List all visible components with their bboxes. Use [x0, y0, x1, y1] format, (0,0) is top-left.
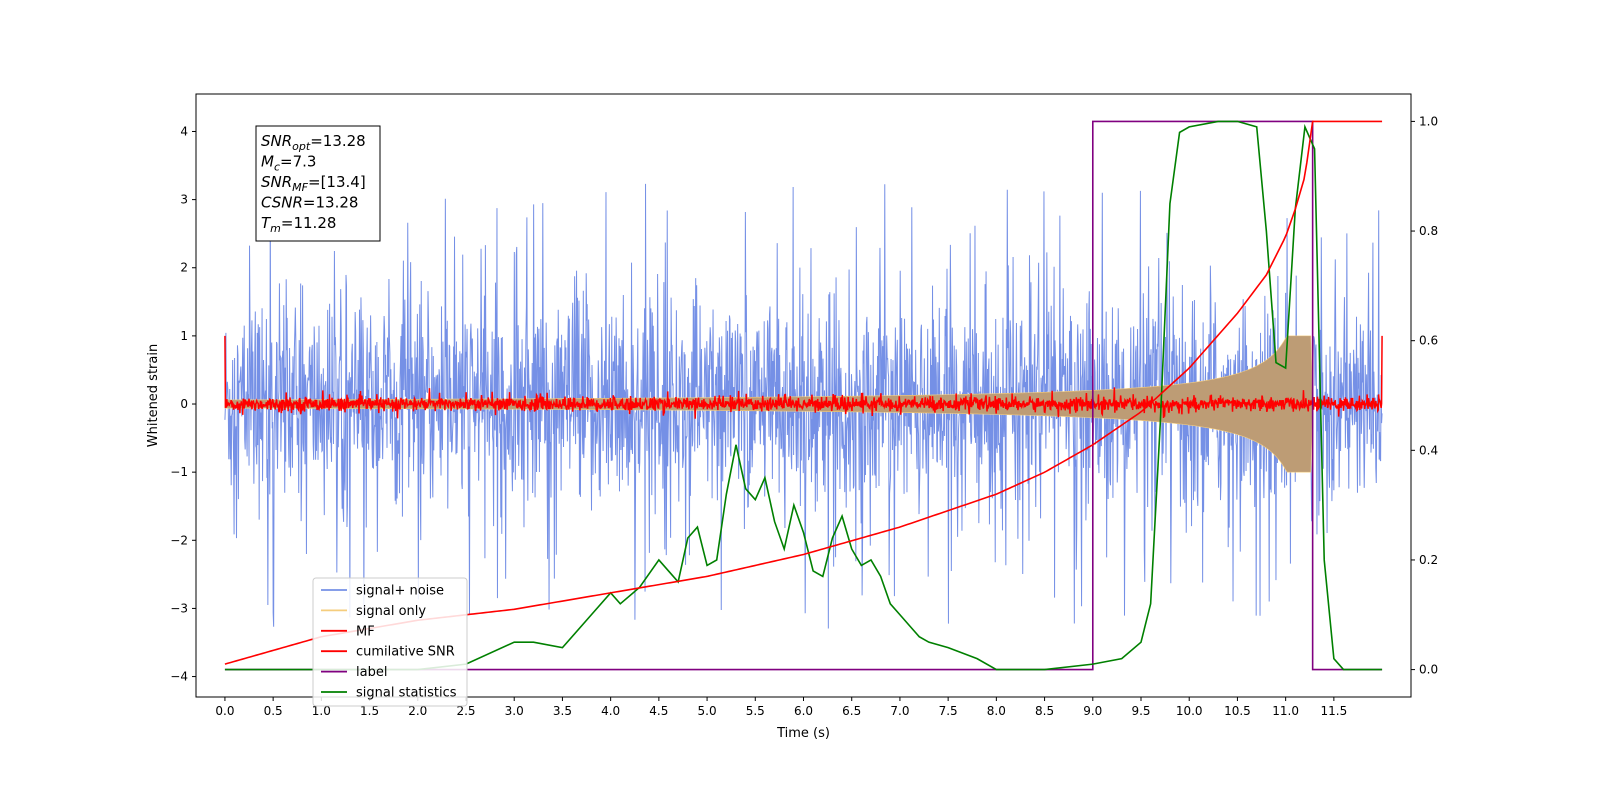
legend-entry: label — [356, 665, 387, 680]
y-tick-label-left: −4 — [170, 670, 188, 684]
legend-entry: signal statistics — [356, 686, 457, 701]
annotation-value: =[13.4] — [308, 173, 366, 191]
x-tick-label: 0.5 — [264, 704, 283, 718]
x-tick-label: 2.0 — [408, 704, 427, 718]
annotation-subscript: opt — [292, 140, 311, 153]
y-tick-label-left: 4 — [180, 124, 188, 138]
annotation-line: SNRopt=13.28 — [261, 132, 366, 153]
x-tick-label: 7.5 — [939, 704, 958, 718]
legend: signal+ noise signal only MF cumilative SNR… — [312, 577, 468, 707]
annotation-subscript: c — [274, 161, 280, 174]
annotation-subscript: m — [270, 222, 281, 235]
legend-entry: signal only — [356, 604, 426, 619]
x-axis: 0.0 0.5 1.0 1.5 2.0 2.5 3.0 3.5 4.0 4.5 5.0 5.5 6.0 6… — [215, 697, 1347, 718]
x-tick-label: 9.5 — [1131, 704, 1150, 718]
legend-entry: MF — [356, 624, 375, 639]
y-tick-label-right: 0.0 — [1419, 663, 1438, 677]
y-tick-label-left: 1 — [180, 329, 188, 343]
y-tick-label-left: −2 — [170, 533, 188, 547]
series-label — [224, 120, 1383, 671]
x-axis-label: Time (s) — [776, 726, 830, 741]
y-tick-label-right: 0.4 — [1419, 443, 1438, 457]
y-tick-label-left: 2 — [180, 261, 188, 275]
y-axis-label: Whitened strain — [146, 344, 161, 447]
series-signal-statistics — [224, 120, 1383, 671]
y-tick-label-left: 0 — [180, 397, 188, 411]
y-axis-right: 1.0 0.8 0.6 0.4 0.2 0.0 — [1411, 114, 1438, 677]
y-tick-label-left: −3 — [170, 601, 188, 615]
x-tick-label: 3.5 — [553, 704, 572, 718]
x-tick-label: 1.5 — [360, 704, 379, 718]
x-tick-label: 2.5 — [456, 704, 475, 718]
x-tick-label: 8.0 — [987, 704, 1006, 718]
x-tick-label: 9.0 — [1083, 704, 1102, 718]
x-tick-label: 0.0 — [215, 704, 234, 718]
y-tick-label-right: 0.2 — [1419, 553, 1438, 567]
x-tick-label: 1.0 — [312, 704, 331, 718]
annotation-symbol: SNR — [261, 132, 292, 150]
y-tick-label-left: 3 — [180, 193, 188, 207]
annotation-subscript: MF — [292, 181, 308, 194]
x-tick-label: 11.5 — [1320, 704, 1347, 718]
annotation-line: Tm=11.28 — [261, 214, 336, 235]
x-tick-label: 11.0 — [1272, 704, 1299, 718]
annotation-symbol: M — [261, 153, 274, 171]
annotation-value: =7.3 — [280, 153, 316, 171]
x-tick-label: 6.5 — [842, 704, 861, 718]
x-tick-label: 3.0 — [505, 704, 524, 718]
annotation-symbol: SNR — [261, 173, 292, 191]
annotation-value: =13.28 — [310, 132, 366, 150]
annotation-value: =13.28 — [303, 194, 359, 212]
annotation-symbol: T — [261, 214, 272, 232]
x-tick-label: 4.0 — [601, 704, 620, 718]
y-axis-left: 4 3 2 1 0 −1 −2 −3 −4 — [170, 124, 196, 684]
y-tick-label-right: 0.6 — [1419, 334, 1438, 348]
series-mf — [224, 335, 1383, 419]
x-tick-label: 10.5 — [1224, 704, 1251, 718]
legend-entry: signal+ noise — [356, 584, 444, 599]
y-tick-label-left: −1 — [170, 465, 188, 479]
x-tick-label: 5.5 — [746, 704, 765, 718]
x-tick-label: 8.5 — [1035, 704, 1054, 718]
y-tick-label-right: 0.8 — [1419, 224, 1438, 238]
x-tick-label: 6.0 — [794, 704, 813, 718]
legend-frame — [312, 577, 468, 707]
annotation-line: SNRMF=[13.4] — [261, 173, 366, 194]
annotation-box: SNRopt=13.28Mc=7.3SNRMF=[13.4]CSNR=13.28… — [255, 125, 381, 242]
legend-entry: cumilative SNR — [356, 645, 455, 660]
y-tick-label-right: 1.0 — [1419, 114, 1438, 128]
annotation-symbol: CSNR — [261, 194, 303, 212]
x-tick-label: 5.0 — [698, 704, 717, 718]
annotation-frame — [255, 125, 381, 242]
x-tick-label: 7.0 — [890, 704, 909, 718]
annotation-line: Mc=7.3 — [261, 153, 316, 174]
x-tick-label: 4.5 — [649, 704, 668, 718]
annotation-line: CSNR=13.28 — [261, 194, 358, 212]
annotation-value: =11.28 — [281, 214, 337, 232]
x-tick-label: 10.0 — [1176, 704, 1203, 718]
